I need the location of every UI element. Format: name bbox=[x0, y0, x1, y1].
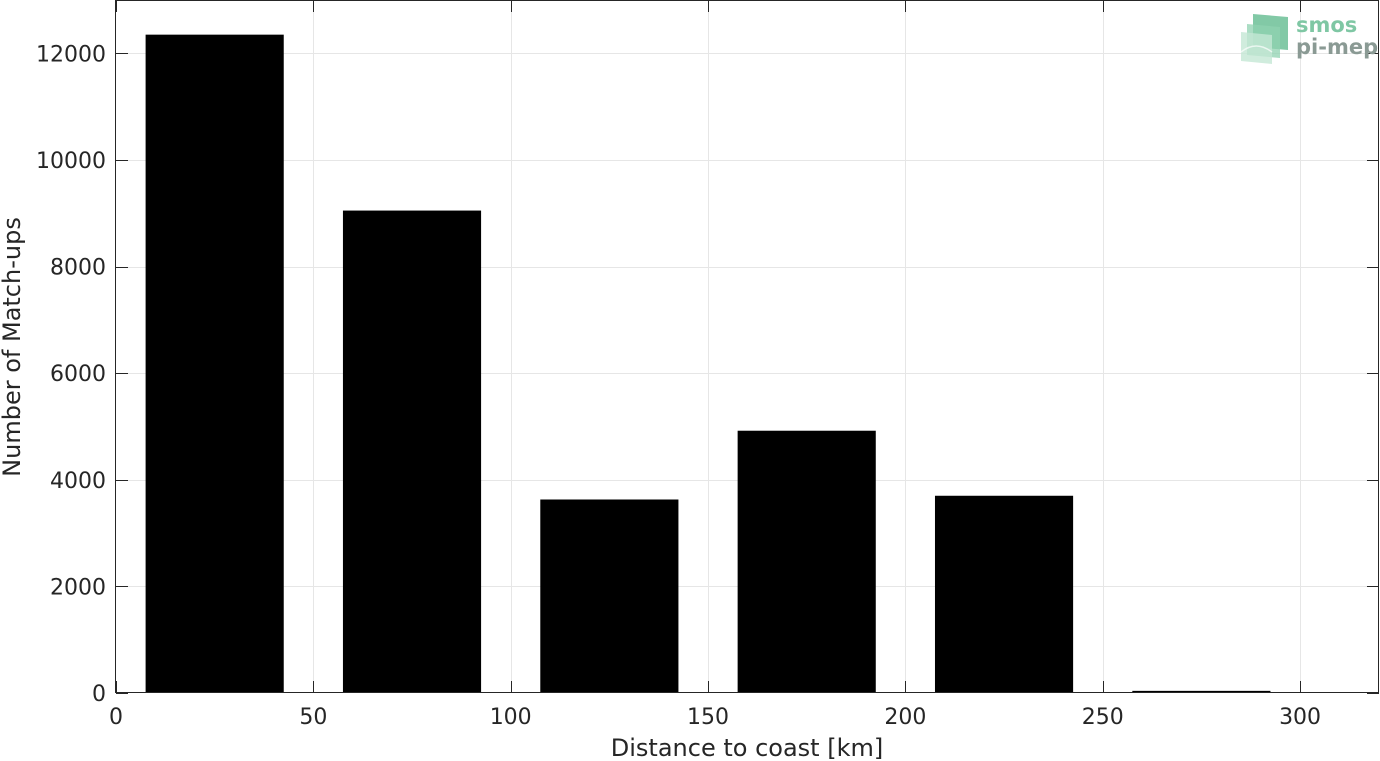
bars bbox=[145, 34, 1271, 694]
logo-text-line2: pi-mep bbox=[1296, 35, 1378, 59]
y-tick-label: 4000 bbox=[50, 469, 106, 494]
x-tick-label: 0 bbox=[109, 705, 123, 730]
x-tick-label: 100 bbox=[490, 705, 532, 730]
x-tick-labels: 0 50 100 150 200 250 300 bbox=[109, 705, 1321, 730]
x-tick-label: 200 bbox=[884, 705, 926, 730]
y-tick-labels: 0 2000 4000 6000 8000 10000 12000 bbox=[36, 42, 106, 707]
bar bbox=[737, 430, 876, 693]
x-tick-label: 50 bbox=[299, 705, 327, 730]
y-tick-label: 0 bbox=[92, 682, 106, 707]
y-tick-label: 12000 bbox=[36, 42, 106, 67]
axis-ticks bbox=[116, 0, 1379, 694]
bar bbox=[145, 34, 284, 693]
y-tick-label: 6000 bbox=[50, 362, 106, 387]
x-tick-label: 250 bbox=[1082, 705, 1124, 730]
y-axis-label: Number of Match-ups bbox=[0, 217, 26, 477]
bar bbox=[934, 495, 1074, 693]
logo-text-line1: smos bbox=[1296, 13, 1357, 37]
bar bbox=[540, 499, 679, 693]
y-tick-label: 10000 bbox=[36, 149, 106, 174]
y-tick-label: 8000 bbox=[50, 256, 106, 281]
smos-pi-mep-logo: smos pi-mep bbox=[1240, 13, 1378, 64]
x-tick-label: 150 bbox=[687, 705, 729, 730]
logo-layers-icon bbox=[1240, 14, 1288, 64]
x-axis-label: Distance to coast [km] bbox=[611, 734, 883, 761]
y-tick-label: 2000 bbox=[50, 575, 106, 600]
plot-frame bbox=[115, 0, 1379, 693]
x-tick-label: 300 bbox=[1279, 705, 1321, 730]
bar bbox=[1132, 690, 1271, 693]
grid-lines bbox=[116, 0, 1379, 693]
bar bbox=[342, 210, 482, 694]
